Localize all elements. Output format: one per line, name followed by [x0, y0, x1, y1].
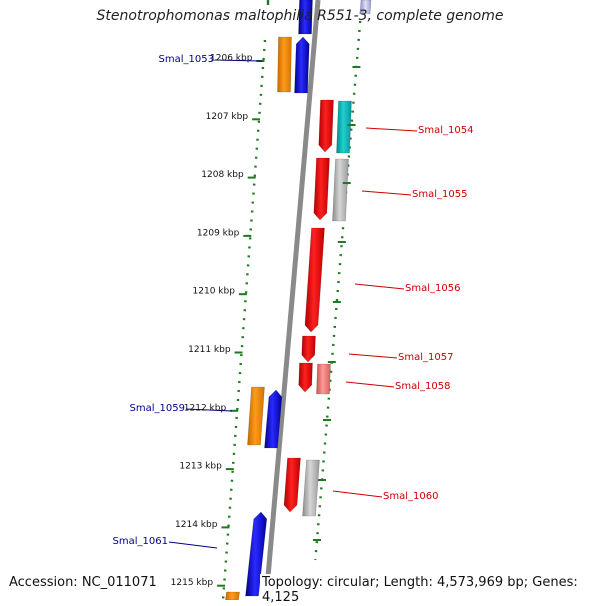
gene-lightblue	[359, 0, 372, 15]
gene-label[interactable]: Smal_1059	[130, 403, 185, 414]
gene-label[interactable]: Smal_1056	[405, 283, 460, 294]
topology-text: Topology: circular; Length: 4,573,969 bp…	[260, 574, 600, 606]
gene-pink	[316, 363, 331, 395]
label-leader-line	[361, 190, 412, 196]
label-leader-line	[214, 59, 263, 62]
label-leader-line	[185, 408, 233, 412]
label-leader-line	[168, 541, 218, 549]
gene-label[interactable]: Smal_1055	[412, 189, 467, 200]
gene-red	[304, 227, 325, 333]
gene-label[interactable]: Smal_1061	[113, 536, 168, 547]
gene-blue	[245, 511, 268, 597]
ruler-label: 1215 kbp	[171, 578, 214, 588]
gene-label[interactable]: Smal_1054	[418, 125, 473, 136]
genome-backbone	[263, 0, 321, 601]
gene-label[interactable]: Smal_1053	[159, 54, 214, 65]
ruler-label: 1210 kbp	[193, 287, 236, 297]
ruler-label: 1213 kbp	[179, 462, 222, 472]
ruler-label: 1206 kbp	[210, 54, 253, 64]
label-leader-line	[365, 127, 418, 132]
gene-red	[301, 335, 316, 363]
ruler-label: 1212 kbp	[184, 403, 227, 413]
label-leader-line	[354, 283, 405, 290]
ruler-label: 1211 kbp	[188, 345, 231, 355]
gene-gray	[332, 158, 349, 222]
left-boundary-dots	[221, 39, 267, 601]
gene-gray	[302, 459, 320, 517]
label-leader-line	[348, 353, 398, 359]
gene-cyan	[336, 100, 352, 154]
gene-blue	[294, 36, 310, 94]
right-boundary-dots	[314, 11, 363, 561]
map-title: Stenotrophomonas maltophilia R551-3, com…	[96, 8, 504, 24]
label-leader-line	[345, 381, 395, 388]
gene-label[interactable]: Smal_1060	[383, 491, 438, 502]
gene-orange	[247, 386, 265, 446]
gene-label[interactable]: Smal_1057	[398, 352, 453, 363]
gene-blue	[298, 0, 313, 35]
gene-blue	[264, 389, 283, 449]
gene-red	[298, 362, 313, 393]
ruler-label: 1214 kbp	[175, 520, 218, 530]
gene-red	[318, 99, 334, 153]
gene-orange	[225, 591, 240, 601]
ruler-label: 1208 kbp	[201, 170, 244, 180]
label-leader-line	[332, 490, 383, 498]
ruler-label: 1207 kbp	[206, 112, 249, 122]
gene-red	[283, 457, 301, 513]
gene-red	[313, 157, 330, 221]
gene-label[interactable]: Smal_1058	[395, 381, 450, 392]
accession-text: Accession: NC_011071	[7, 574, 159, 591]
gene-orange	[277, 36, 292, 93]
ruler-label: 1209 kbp	[197, 228, 240, 238]
